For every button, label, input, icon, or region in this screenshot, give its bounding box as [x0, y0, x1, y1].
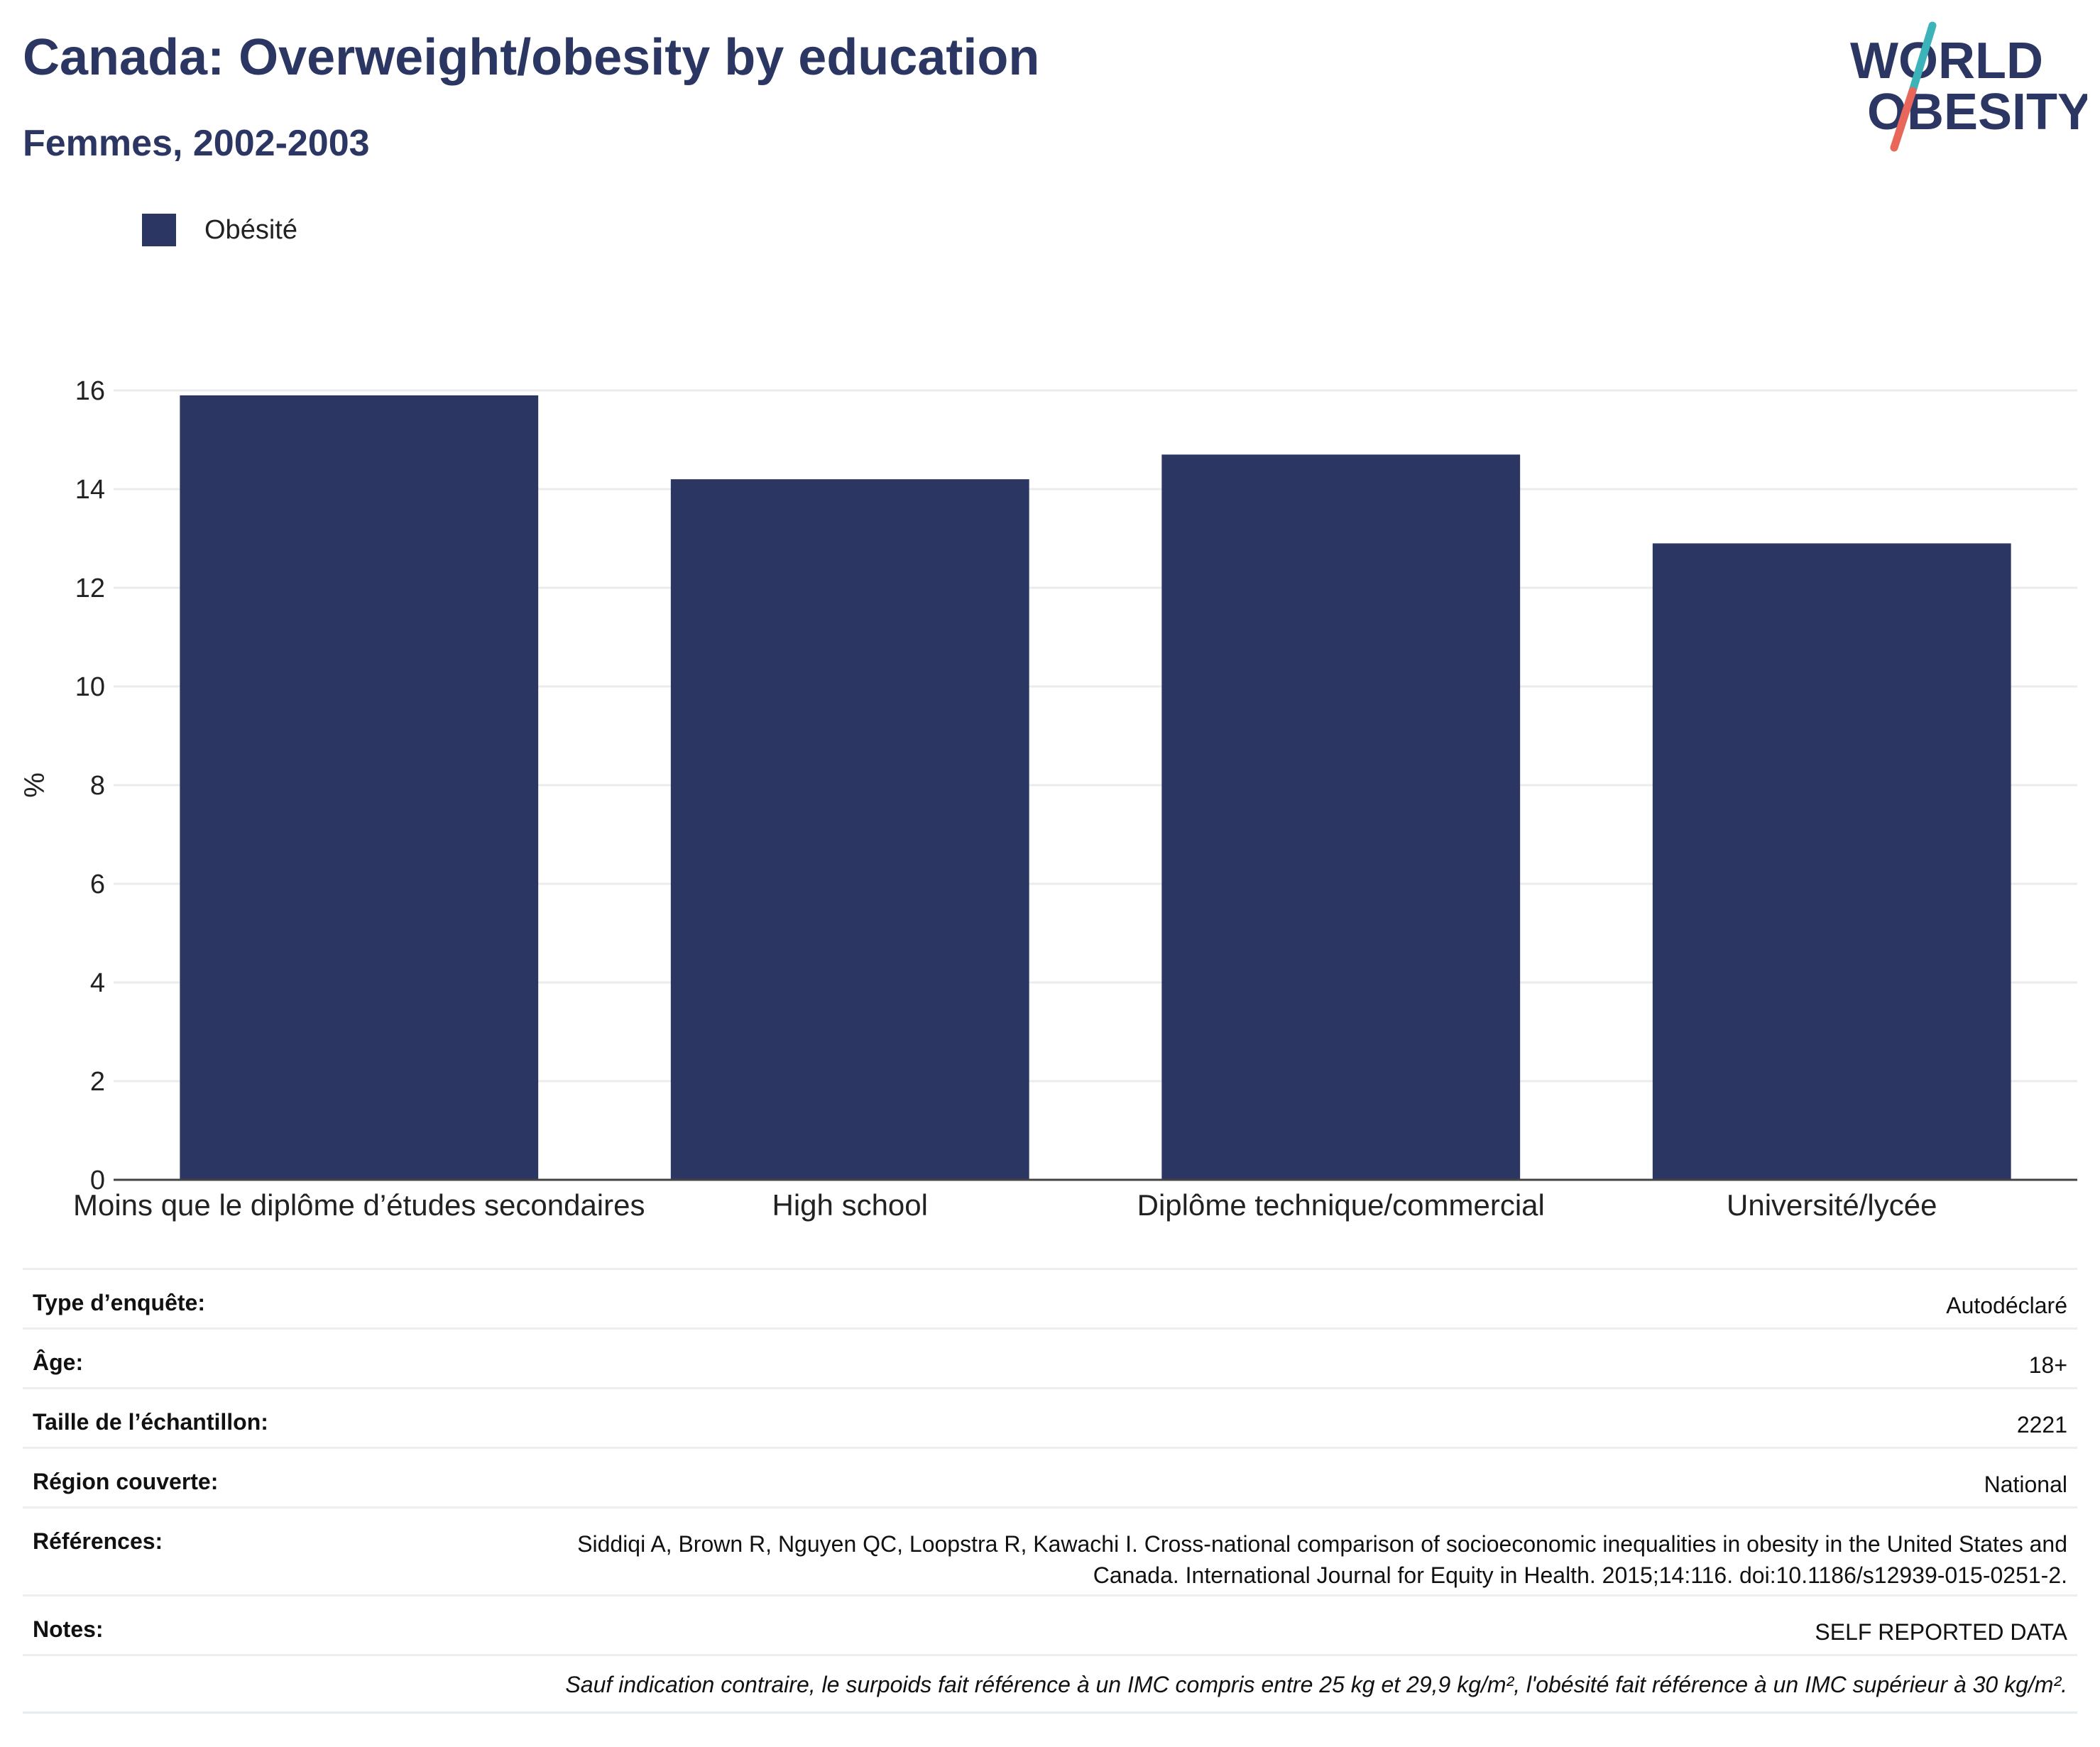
logo-line-1: WORLD: [1850, 33, 2043, 89]
metadata-value: 18+: [2028, 1352, 2067, 1378]
metadata-value: Autodéclaré: [1946, 1293, 2067, 1318]
legend-label: Obésité: [204, 214, 297, 245]
metadata-label: Région couverte:: [33, 1469, 219, 1494]
y-tick-label: 10: [75, 672, 105, 702]
legend-swatch: [142, 214, 176, 246]
chart-title: Canada: Overweight/obesity by education: [23, 29, 1040, 86]
metadata-label: Notes:: [33, 1616, 104, 1642]
y-axis-label: %: [19, 772, 50, 798]
bar-chart: 0 2 4 6 8 10 12 14 16% Moins que le diplôme d’étu…: [19, 376, 2077, 1222]
metadata-value: 2221: [2016, 1412, 2067, 1437]
metadata-label: Âge:: [33, 1349, 84, 1375]
bar: [1161, 454, 1521, 1180]
y-tick-label: 0: [90, 1166, 105, 1195]
y-tick-label: 6: [90, 870, 105, 899]
y-tick-label: 16: [75, 376, 105, 406]
metadata-row: Région couverte: National: [23, 1447, 2077, 1506]
metadata-label: Type d’enquête:: [33, 1290, 205, 1315]
metadata-table: Type d’enquête: Autodéclaré Âge: 18+ Taille …: [23, 1268, 2077, 1714]
legend: Obésité: [142, 213, 297, 247]
metadata-label: Références:: [33, 1528, 163, 1554]
metadata-value: Siddiqi A, Brown R, Nguyen QC, Loopstra …: [577, 1531, 2067, 1588]
y-tick-label: 14: [75, 475, 105, 505]
x-tick-label: Université/lycée: [1727, 1188, 1937, 1222]
y-tick-label: 8: [90, 771, 105, 801]
bar: [670, 479, 1029, 1180]
bar: [180, 395, 539, 1181]
footnote: Sauf indication contraire, le surpoids f…: [23, 1654, 2077, 1714]
x-tick-label: Diplôme technique/commercial: [1137, 1188, 1545, 1222]
metadata-row: Notes: SELF REPORTED DATA: [23, 1594, 2077, 1654]
metadata-row: Âge: 18+: [23, 1327, 2077, 1387]
world-obesity-logo: WORLD OBESITY: [1850, 21, 2087, 152]
y-tick-label: 4: [90, 968, 105, 998]
logo-slash-bottom: [1890, 87, 1917, 152]
bar: [1652, 543, 2011, 1180]
chart-subtitle: Femmes, 2002-2003: [23, 123, 370, 164]
metadata-row: Taille de l’échantillon: 2221: [23, 1387, 2077, 1447]
metadata-row: Type d’enquête: Autodéclaré: [23, 1268, 2077, 1327]
y-tick-label: 2: [90, 1067, 105, 1097]
x-tick-label: Moins que le diplôme d’études secondaire…: [73, 1188, 645, 1222]
metadata-row: Références: Siddiqi A, Brown R, Nguyen QC…: [23, 1506, 2077, 1594]
logo-slash-top: [1908, 21, 1937, 95]
x-tick-label: High school: [772, 1188, 928, 1222]
metadata-value: National: [1984, 1472, 2067, 1497]
y-tick-label: 12: [75, 574, 105, 603]
metadata-label: Taille de l’échantillon:: [33, 1409, 268, 1435]
metadata-value: SELF REPORTED DATA: [1815, 1619, 2067, 1645]
